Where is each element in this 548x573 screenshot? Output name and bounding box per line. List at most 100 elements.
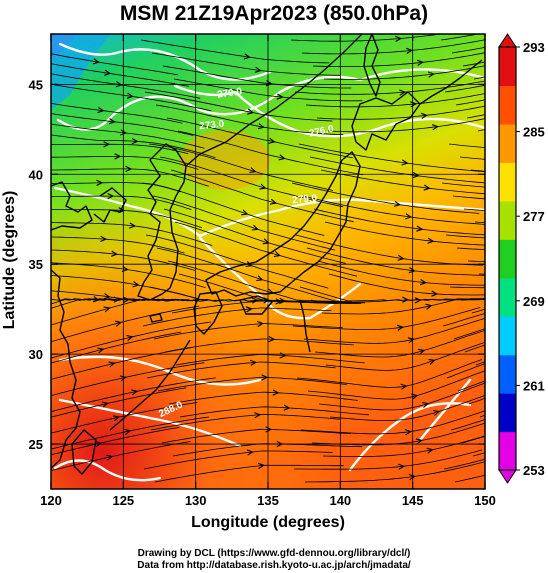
streamline: [451, 46, 485, 54]
streamline-arrow: [113, 296, 121, 303]
streamline-arrow: [126, 334, 134, 342]
x-tick-label: 125: [112, 493, 134, 508]
streamline: [441, 182, 485, 188]
streamline-arrow: [108, 118, 116, 125]
colorbar-segment: [499, 316, 516, 356]
streamline: [142, 307, 332, 327]
streamline-arrow: [265, 426, 273, 433]
streamline: [170, 169, 354, 223]
streamline-arrow: [262, 238, 270, 245]
streamline: [51, 156, 199, 170]
streamline-arrow: [399, 89, 407, 96]
streamline-arrow: [107, 193, 115, 200]
streamline: [442, 313, 485, 327]
streamline-arrow: [416, 225, 424, 232]
isotherm-line: [53, 459, 162, 482]
streamline: [146, 361, 336, 379]
streamline: [143, 450, 333, 470]
streamline: [446, 363, 485, 379]
streamline: [51, 426, 180, 456]
colorbar-tick-label: 277: [523, 209, 545, 224]
streamline: [174, 221, 358, 277]
streamline-arrow: [114, 153, 122, 160]
isotherm-line: [56, 68, 485, 131]
colorbar-tick-labels: 293 285 277 269 261 253: [523, 40, 545, 478]
x-tick-label: 135: [257, 493, 279, 508]
streamline-arrow: [257, 123, 265, 130]
streamline: [145, 234, 329, 289]
streamline-arrow: [427, 71, 436, 78]
x-tick-label: 120: [40, 493, 62, 508]
streamline-arrow: [273, 251, 281, 258]
streamline: [51, 441, 191, 472]
streamline: [144, 91, 333, 122]
y-tick-label: 40: [29, 167, 43, 182]
streamline-arrow: [418, 348, 426, 355]
streamline-arrow: [112, 415, 121, 422]
streamline-arrow: [395, 35, 403, 42]
colorbar-max-arrow: [498, 33, 517, 48]
streamline: [167, 260, 353, 302]
streamline-arrow: [397, 254, 405, 261]
streamline-arrow: [401, 159, 409, 166]
streamline-arrow: [126, 92, 134, 99]
streamline-arrow: [97, 347, 105, 354]
streamline: [302, 195, 485, 225]
streamline-arrow: [404, 429, 413, 436]
streamline-arrow: [96, 179, 104, 186]
streamline: [152, 195, 336, 251]
coastline-segment: [93, 187, 127, 223]
streamline-arrow: [108, 361, 116, 368]
streamline-arrow: [121, 265, 129, 273]
streamline-arrow: [415, 438, 423, 445]
streamline: [161, 428, 351, 444]
y-tick-label: 25: [29, 437, 43, 452]
credit-drawing: Drawing by DCL (https://www.gfd-dennou.o…: [137, 548, 411, 559]
colorbar-segment: [499, 200, 516, 240]
streamline-arrow: [428, 359, 436, 365]
streamline: [296, 359, 482, 388]
streamline-arrow: [414, 297, 422, 304]
colorbar-segment: [499, 393, 516, 433]
streamline-arrow: [408, 473, 417, 481]
streamline: [321, 299, 485, 315]
isotherm-line: [173, 84, 485, 138]
contour-label: 276.0: [308, 123, 335, 139]
streamline-arrow: [103, 306, 111, 313]
streamline: [51, 262, 206, 288]
coastline-segment: [419, 59, 483, 105]
lat-lon-gridlines: [51, 34, 485, 489]
streamline: [51, 402, 198, 434]
coastline-segment: [51, 269, 81, 469]
colorbar-segment: [499, 431, 516, 471]
y-tick-label: 30: [29, 347, 43, 362]
streamline-arrow: [423, 184, 431, 191]
streamline-arrow: [249, 359, 258, 366]
streamline-arrow: [130, 389, 139, 396]
streamline-arrow: [393, 200, 402, 207]
streamline-arrow: [278, 154, 286, 161]
streamline: [140, 39, 330, 64]
streamline: [148, 143, 334, 191]
colorbar: [498, 33, 520, 484]
streamline: [51, 168, 209, 187]
contour-label: 273.0: [199, 119, 225, 133]
coastline-segment: [51, 181, 93, 231]
streamline-arrow: [115, 81, 123, 88]
colorbar-segment: [499, 123, 516, 163]
streamline: [51, 83, 212, 112]
streamline-arrow: [94, 441, 103, 448]
streamline-arrow: [275, 298, 283, 305]
colorbar-segment: [499, 85, 516, 125]
streamline: [294, 449, 483, 470]
streamline: [51, 377, 216, 413]
streamline-arrow: [131, 138, 139, 145]
streamline: [303, 317, 485, 344]
streamline-arrow: [101, 401, 109, 408]
streamline: [444, 84, 485, 93]
streamline: [51, 321, 211, 359]
streamline-arrow: [406, 47, 414, 54]
streamline: [162, 65, 352, 89]
isotherm-line: [53, 186, 485, 238]
